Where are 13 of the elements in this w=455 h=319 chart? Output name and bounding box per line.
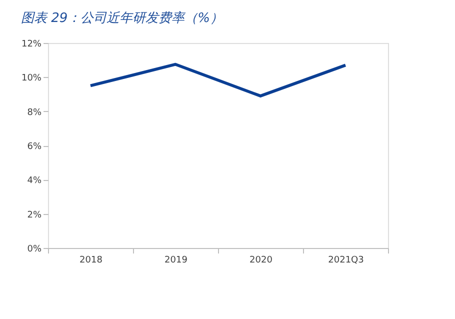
y-tick-label: 6% — [27, 142, 42, 152]
chart-title: 图表 29：公司近年研发费率（%） — [20, 10, 224, 26]
y-tick-label: 10% — [21, 74, 42, 84]
x-tick-label: 2019 — [164, 256, 188, 266]
y-tick-label: 4% — [27, 176, 42, 186]
y-tick-label: 0% — [27, 244, 42, 254]
x-tick-label: 2020 — [250, 256, 273, 266]
y-tick-label: 8% — [27, 108, 42, 118]
line-series — [89, 62, 347, 98]
y-tick-label: 2% — [27, 210, 42, 220]
x-tick-label: 2021Q3 — [328, 256, 364, 266]
y-tick-label: 12% — [21, 40, 42, 50]
x-tick-label: 2018 — [80, 256, 103, 266]
